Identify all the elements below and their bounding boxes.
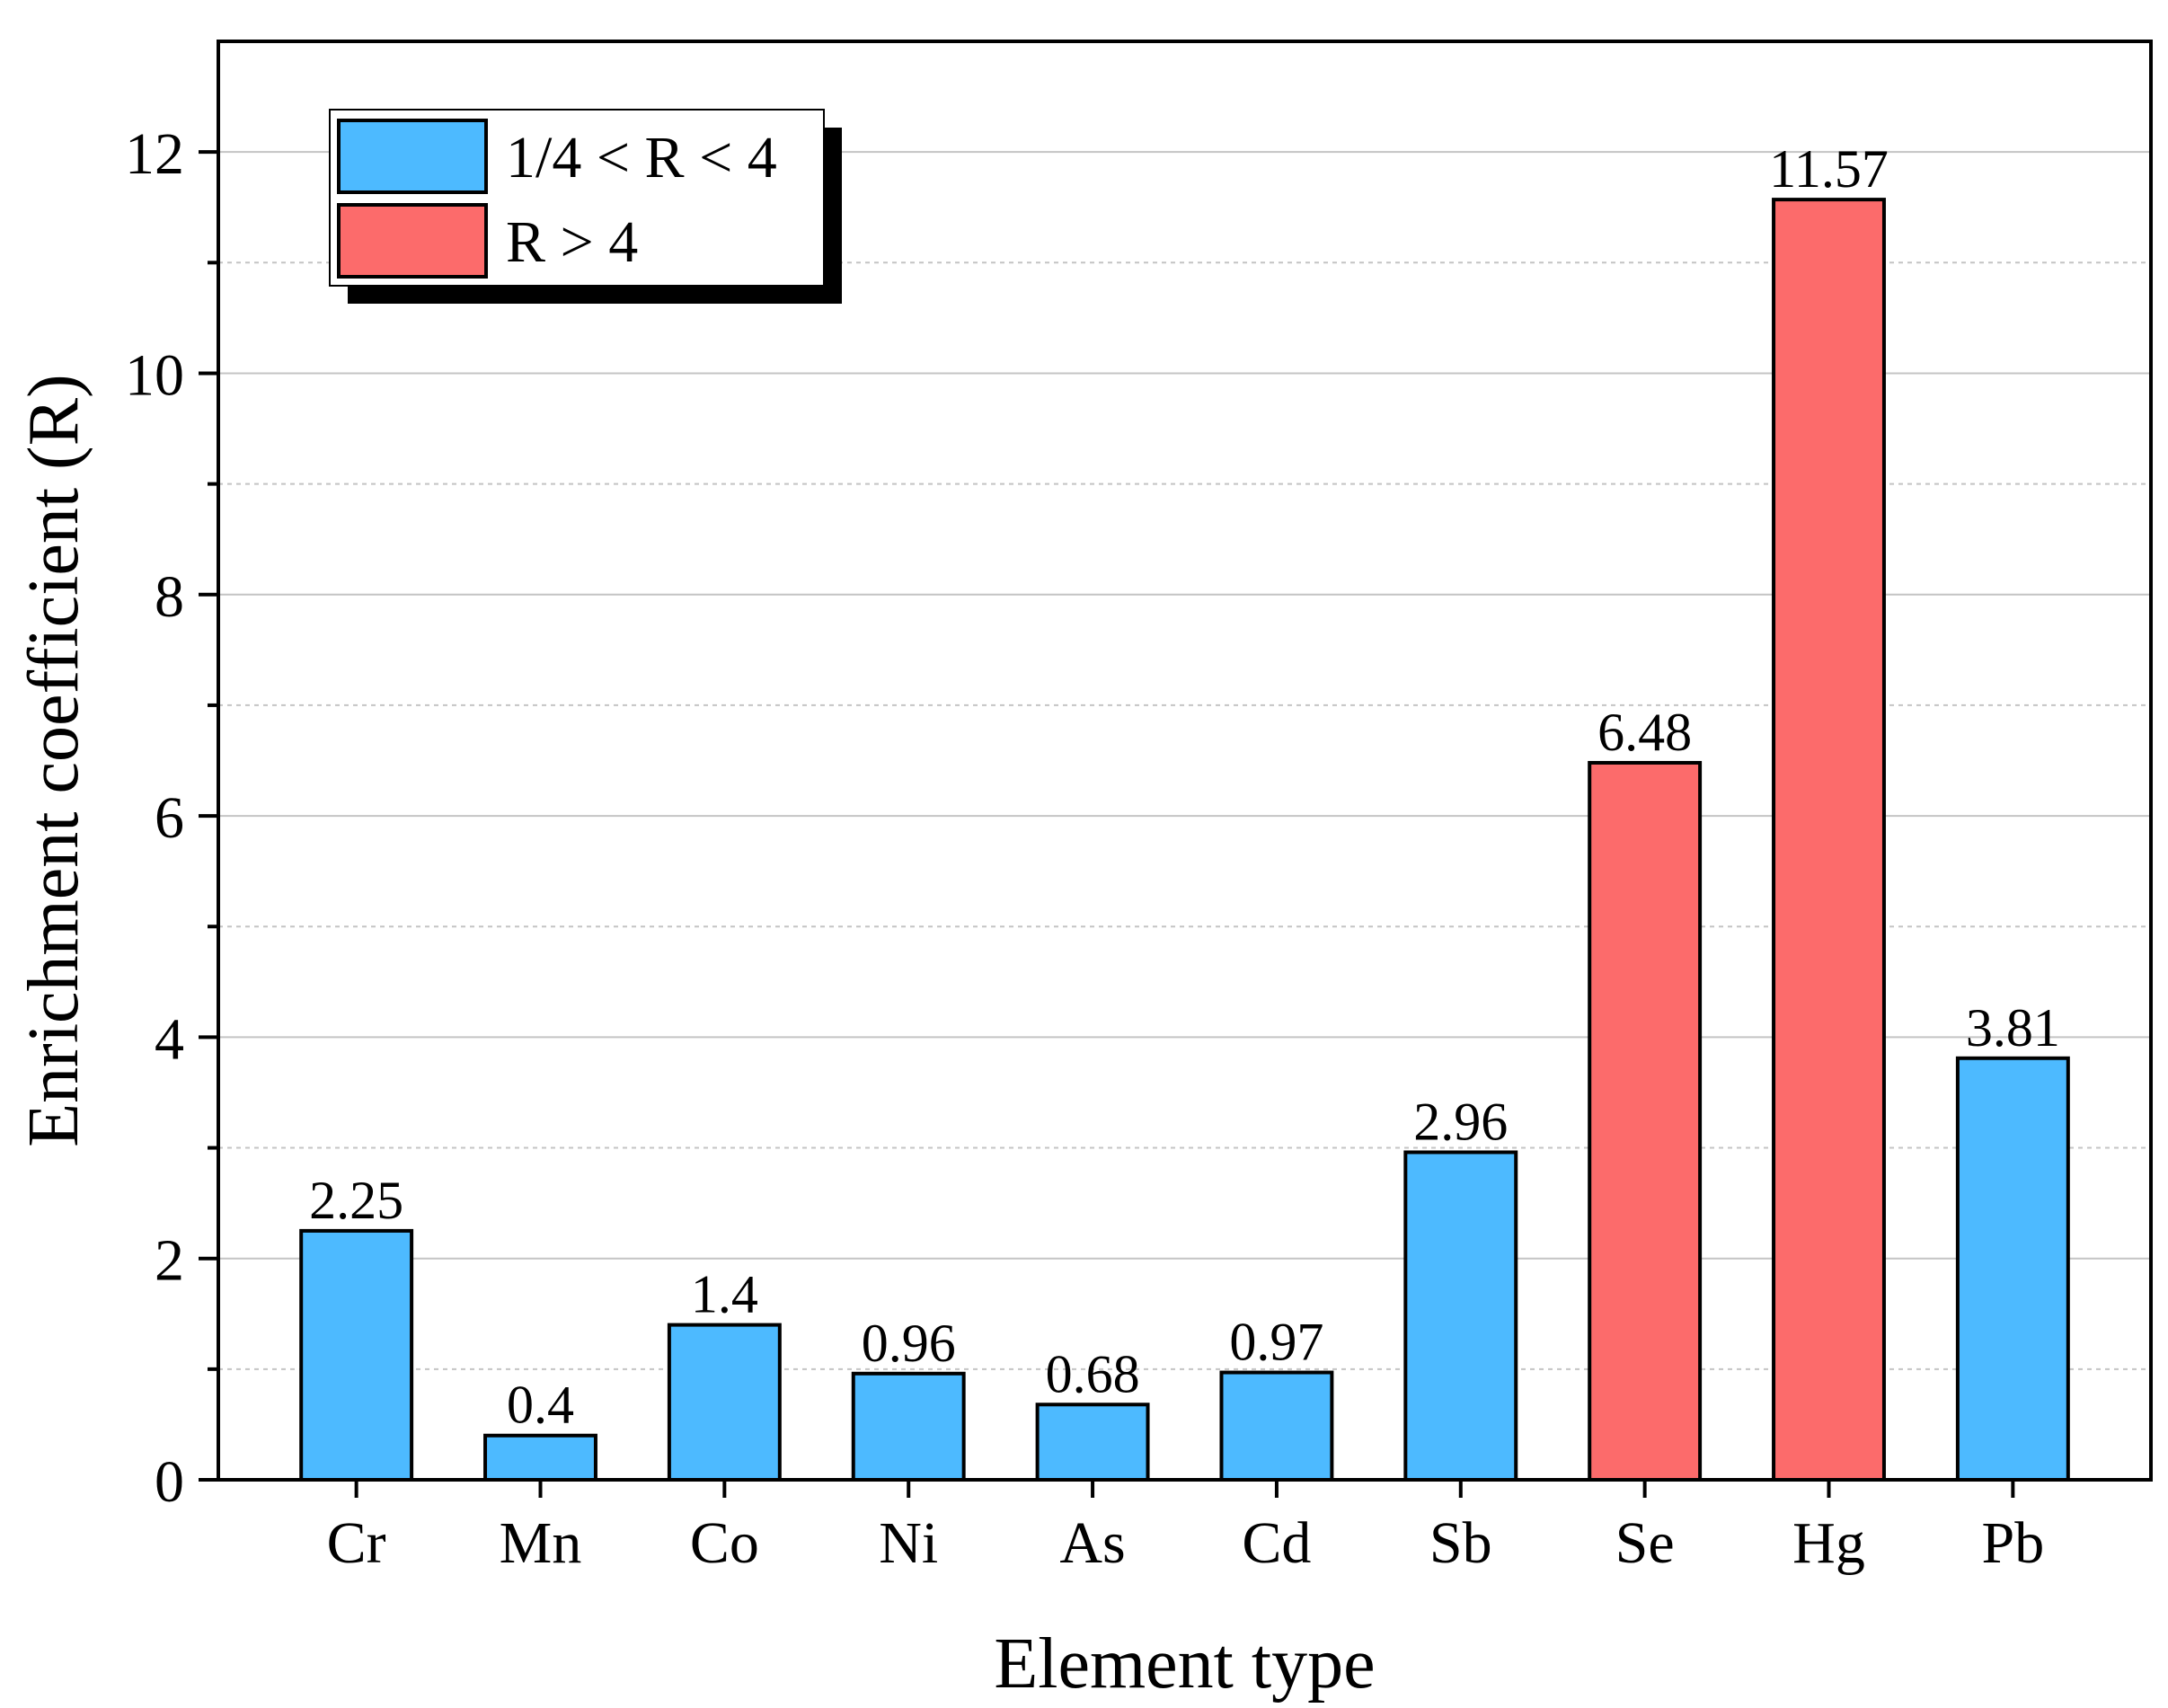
bar-pb bbox=[1955, 1056, 2070, 1482]
bar-as bbox=[1035, 1403, 1150, 1482]
y-tick-label: 2 bbox=[155, 1228, 184, 1294]
x-tick-label-hg: Hg bbox=[1792, 1510, 1865, 1576]
x-tick-label-cd: Cd bbox=[1242, 1510, 1311, 1576]
y-tick-label: 8 bbox=[155, 564, 184, 630]
legend-label-low: 1/4 < R < 4 bbox=[506, 125, 777, 190]
legend-label-high: R > 4 bbox=[506, 209, 638, 275]
x-tick-label-co: Co bbox=[690, 1510, 759, 1576]
bar-cd bbox=[1219, 1370, 1334, 1482]
value-label-as: 0.68 bbox=[1046, 1344, 1140, 1403]
x-tick-label-mn: Mn bbox=[500, 1510, 582, 1576]
bars bbox=[299, 198, 2070, 1482]
legend-swatch-high bbox=[337, 203, 488, 279]
y-axis-title: Enrichment coefficient (R) bbox=[14, 374, 93, 1146]
x-tick-label-se: Se bbox=[1615, 1510, 1675, 1576]
value-labels: 2.25 0.4 1.4 0.96 0.68 0.97 2.96 6.48 11.57 3.81 bbox=[309, 139, 2060, 1435]
value-label-cd: 0.97 bbox=[1229, 1313, 1323, 1372]
bar-mn bbox=[483, 1433, 597, 1482]
y-tick-label: 12 bbox=[125, 121, 184, 187]
value-label-ni: 0.96 bbox=[862, 1314, 956, 1373]
y-tick-label: 0 bbox=[155, 1449, 184, 1515]
x-tick-label-pb: Pb bbox=[1981, 1510, 2044, 1576]
x-axis-title: Element type bbox=[994, 1624, 1375, 1704]
x-tick-labels: Cr Mn Co Ni As Cd Sb Se Hg Pb bbox=[327, 1510, 2045, 1576]
y-tick-label: 4 bbox=[155, 1006, 184, 1072]
value-label-se: 6.48 bbox=[1597, 703, 1692, 762]
value-label-pb: 3.81 bbox=[1966, 998, 2060, 1058]
bar-ni bbox=[851, 1371, 966, 1482]
bar-co bbox=[667, 1323, 782, 1482]
y-tick-label: 6 bbox=[155, 785, 184, 851]
y-tick-label: 10 bbox=[125, 342, 184, 408]
x-tick-label-cr: Cr bbox=[327, 1510, 386, 1576]
bar-hg bbox=[1772, 198, 1886, 1482]
x-tick-label-sb: Sb bbox=[1429, 1510, 1492, 1576]
value-label-co: 1.4 bbox=[691, 1265, 758, 1324]
value-label-mn: 0.4 bbox=[507, 1376, 574, 1435]
x-tick-label-ni: Ni bbox=[879, 1510, 938, 1576]
value-label-hg: 11.57 bbox=[1769, 139, 1889, 199]
plot-frame bbox=[217, 40, 2153, 1482]
x-tick-label-as: As bbox=[1059, 1510, 1125, 1576]
bar-cr bbox=[299, 1228, 414, 1482]
bar-sb bbox=[1403, 1150, 1518, 1482]
bar-se bbox=[1588, 760, 1703, 1482]
axis-ticks bbox=[199, 150, 2015, 1498]
legend-swatch-low bbox=[337, 119, 488, 194]
value-label-sb: 2.96 bbox=[1413, 1092, 1508, 1151]
value-label-cr: 2.25 bbox=[309, 1171, 403, 1230]
y-tick-labels: 0 2 4 6 8 10 12 bbox=[125, 121, 184, 1515]
legend: 1/4 < R < 4 R > 4 bbox=[329, 109, 842, 304]
